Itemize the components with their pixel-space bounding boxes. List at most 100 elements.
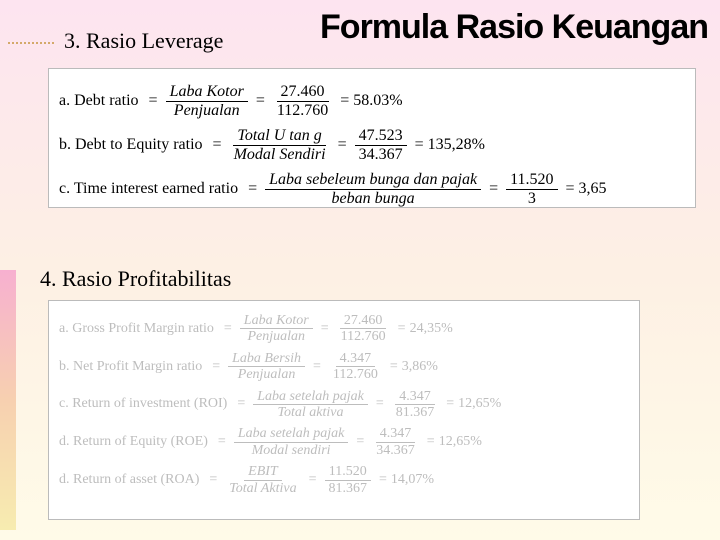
row-label: a. Debt ratio: [59, 92, 139, 110]
denominator: Total aktiva: [274, 405, 348, 420]
result: 135,28%: [428, 136, 485, 154]
row-label: c. Return of investment (ROI): [59, 396, 227, 412]
result: 24,35%: [410, 321, 453, 337]
equals: =: [379, 472, 387, 488]
result: 12,65%: [439, 434, 482, 450]
equals: =: [149, 92, 158, 110]
row-label: d. Return of Equity (ROE): [59, 434, 208, 450]
numerator: 27.460: [277, 83, 329, 102]
denominator: 34.367: [355, 146, 407, 164]
result: 14,07%: [391, 472, 434, 488]
numerator: 47.523: [355, 127, 407, 146]
equals: =: [256, 92, 265, 110]
result: 12,65%: [458, 396, 501, 412]
fraction: Laba KotorPenjualan: [240, 313, 313, 345]
numerator: Laba setelah pajak: [234, 426, 349, 442]
denominator: 112.760: [329, 367, 382, 382]
fraction: 27.460112.760: [273, 83, 332, 119]
fraction: Laba sebeleum bunga dan pajakbeban bunga: [265, 171, 481, 207]
row-label: a. Gross Profit Margin ratio: [59, 321, 214, 337]
numerator: Laba sebeleum bunga dan pajak: [265, 171, 481, 190]
formula-row: c. Return of investment (ROI) = Laba set…: [59, 389, 629, 421]
fraction: Total U tan gModal Sendiri: [230, 127, 330, 163]
formula-row: a. Gross Profit Margin ratio = Laba Koto…: [59, 313, 629, 345]
denominator: Modal sendiri: [248, 443, 335, 458]
formula-row: a. Debt ratio = Laba KotorPenjualan = 27…: [59, 83, 685, 119]
equals: =: [237, 396, 245, 412]
numerator: 11.520: [325, 464, 371, 480]
row-label: d. Return of asset (ROA): [59, 472, 199, 488]
fraction: Laba BersihPenjualan: [228, 351, 305, 383]
denominator: Penjualan: [234, 367, 300, 382]
numerator: 4.347: [395, 389, 435, 405]
denominator: beban bunga: [328, 190, 419, 208]
fraction: 27.460112.760: [337, 313, 390, 345]
side-gradient-bar: [0, 270, 16, 530]
numerator: EBIT: [244, 464, 282, 480]
equals: =: [398, 321, 406, 337]
formula-row: d. Return of asset (ROA) = EBITTotal Akt…: [59, 464, 629, 496]
numerator: 4.347: [336, 351, 376, 367]
profitabilitas-formulas: a. Gross Profit Margin ratio = Laba Koto…: [48, 300, 640, 520]
denominator: 81.367: [324, 481, 371, 496]
numerator: 11.520: [506, 171, 557, 190]
bullet-line: [8, 42, 56, 44]
fraction: 11.5203: [506, 171, 557, 207]
numerator: 4.347: [376, 426, 416, 442]
numerator: Laba Kotor: [240, 313, 313, 329]
equals: =: [212, 359, 220, 375]
result: 3,65: [579, 180, 607, 198]
section-heading-profitabilitas: 4. Rasio Profitabilitas: [40, 266, 231, 292]
equals: =: [321, 321, 329, 337]
fraction: 11.52081.367: [324, 464, 371, 496]
numerator: 27.460: [340, 313, 387, 329]
equals: =: [340, 92, 349, 110]
fraction: 47.52334.367: [355, 127, 407, 163]
equals: =: [427, 434, 435, 450]
equals: =: [489, 180, 498, 198]
numerator: Laba setelah pajak: [253, 389, 368, 405]
fraction: 4.347112.760: [329, 351, 382, 383]
fraction: Laba KotorPenjualan: [166, 83, 248, 119]
section-heading-leverage: 3. Rasio Leverage: [64, 28, 223, 54]
fraction: Laba setelah pajakTotal aktiva: [253, 389, 368, 421]
equals: =: [218, 434, 226, 450]
numerator: Total U tan g: [233, 127, 325, 146]
equals: =: [376, 396, 384, 412]
formula-row: c. Time interest earned ratio = Laba seb…: [59, 171, 685, 207]
equals: =: [248, 180, 257, 198]
result: 58.03%: [353, 92, 402, 110]
slide-title: Formula Rasio Keuangan: [320, 8, 708, 47]
fraction: 4.34734.367: [372, 426, 419, 458]
numerator: Laba Bersih: [228, 351, 305, 367]
denominator: 3: [524, 190, 540, 208]
equals: =: [446, 396, 454, 412]
formula-row: b. Debt to Equity ratio = Total U tan gM…: [59, 127, 685, 163]
denominator: 112.760: [273, 102, 332, 120]
equals: =: [390, 359, 398, 375]
equals: =: [209, 472, 217, 488]
fraction: Laba setelah pajakModal sendiri: [234, 426, 349, 458]
row-label: c. Time interest earned ratio: [59, 180, 238, 198]
equals: =: [213, 136, 222, 154]
equals: =: [566, 180, 575, 198]
numerator: Laba Kotor: [166, 83, 248, 102]
formula-row: b. Net Profit Margin ratio = Laba Bersih…: [59, 351, 629, 383]
denominator: 112.760: [337, 329, 390, 344]
denominator: Total Aktiva: [225, 481, 300, 496]
denominator: 81.367: [392, 405, 439, 420]
row-label: b. Net Profit Margin ratio: [59, 359, 202, 375]
fraction: EBITTotal Aktiva: [225, 464, 300, 496]
leverage-formulas: a. Debt ratio = Laba KotorPenjualan = 27…: [48, 68, 696, 208]
formula-row: d. Return of Equity (ROE) = Laba setelah…: [59, 426, 629, 458]
equals: =: [309, 472, 317, 488]
denominator: Penjualan: [170, 102, 244, 120]
equals: =: [313, 359, 321, 375]
denominator: Penjualan: [244, 329, 310, 344]
equals: =: [415, 136, 424, 154]
equals: =: [338, 136, 347, 154]
row-label: b. Debt to Equity ratio: [59, 136, 203, 154]
equals: =: [224, 321, 232, 337]
denominator: 34.367: [372, 443, 419, 458]
equals: =: [356, 434, 364, 450]
